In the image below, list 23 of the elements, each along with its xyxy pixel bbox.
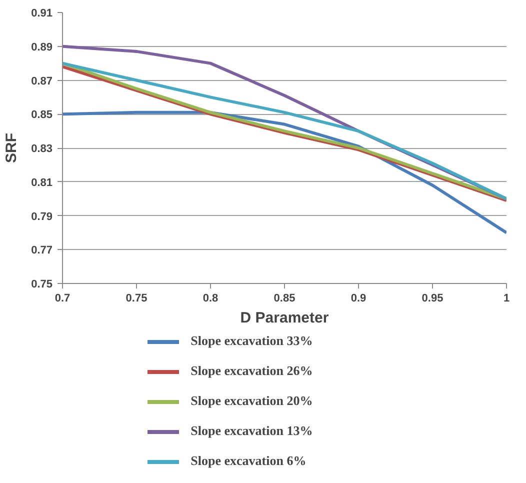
legend-label: Slope excavation 33% xyxy=(190,333,313,349)
legend-label: Slope excavation 6% xyxy=(190,453,306,469)
x-tick-label: 0.95 xyxy=(422,292,444,304)
legend-label: Slope excavation 20% xyxy=(190,393,313,409)
y-axis-title: SRF xyxy=(3,133,20,163)
y-tick-label: 0.77 xyxy=(31,244,53,257)
x-tick-label: 0.7 xyxy=(54,292,70,304)
y-tick-label: 0.75 xyxy=(31,278,53,290)
y-tick-label: 0.87 xyxy=(31,75,53,88)
legend-label: Slope excavation 26% xyxy=(190,363,313,379)
y-tick-label: 0.89 xyxy=(31,41,53,54)
x-axis-title: D Parameter xyxy=(240,310,329,326)
y-tick-label: 0.79 xyxy=(31,210,53,223)
x-tick-label: 1 xyxy=(503,292,510,304)
y-tick-label: 0.81 xyxy=(31,176,53,189)
y-tick-label: 0.91 xyxy=(31,8,53,20)
y-tick-label: 0.83 xyxy=(31,143,53,155)
legend-label: Slope excavation 13% xyxy=(190,423,313,439)
y-tick-label: 0.85 xyxy=(31,109,53,122)
x-tick-label: 0.8 xyxy=(202,292,218,304)
x-tick-label: 0.75 xyxy=(126,292,148,304)
x-tick-label: 0.85 xyxy=(274,292,296,304)
x-tick-label: 0.9 xyxy=(350,292,366,304)
